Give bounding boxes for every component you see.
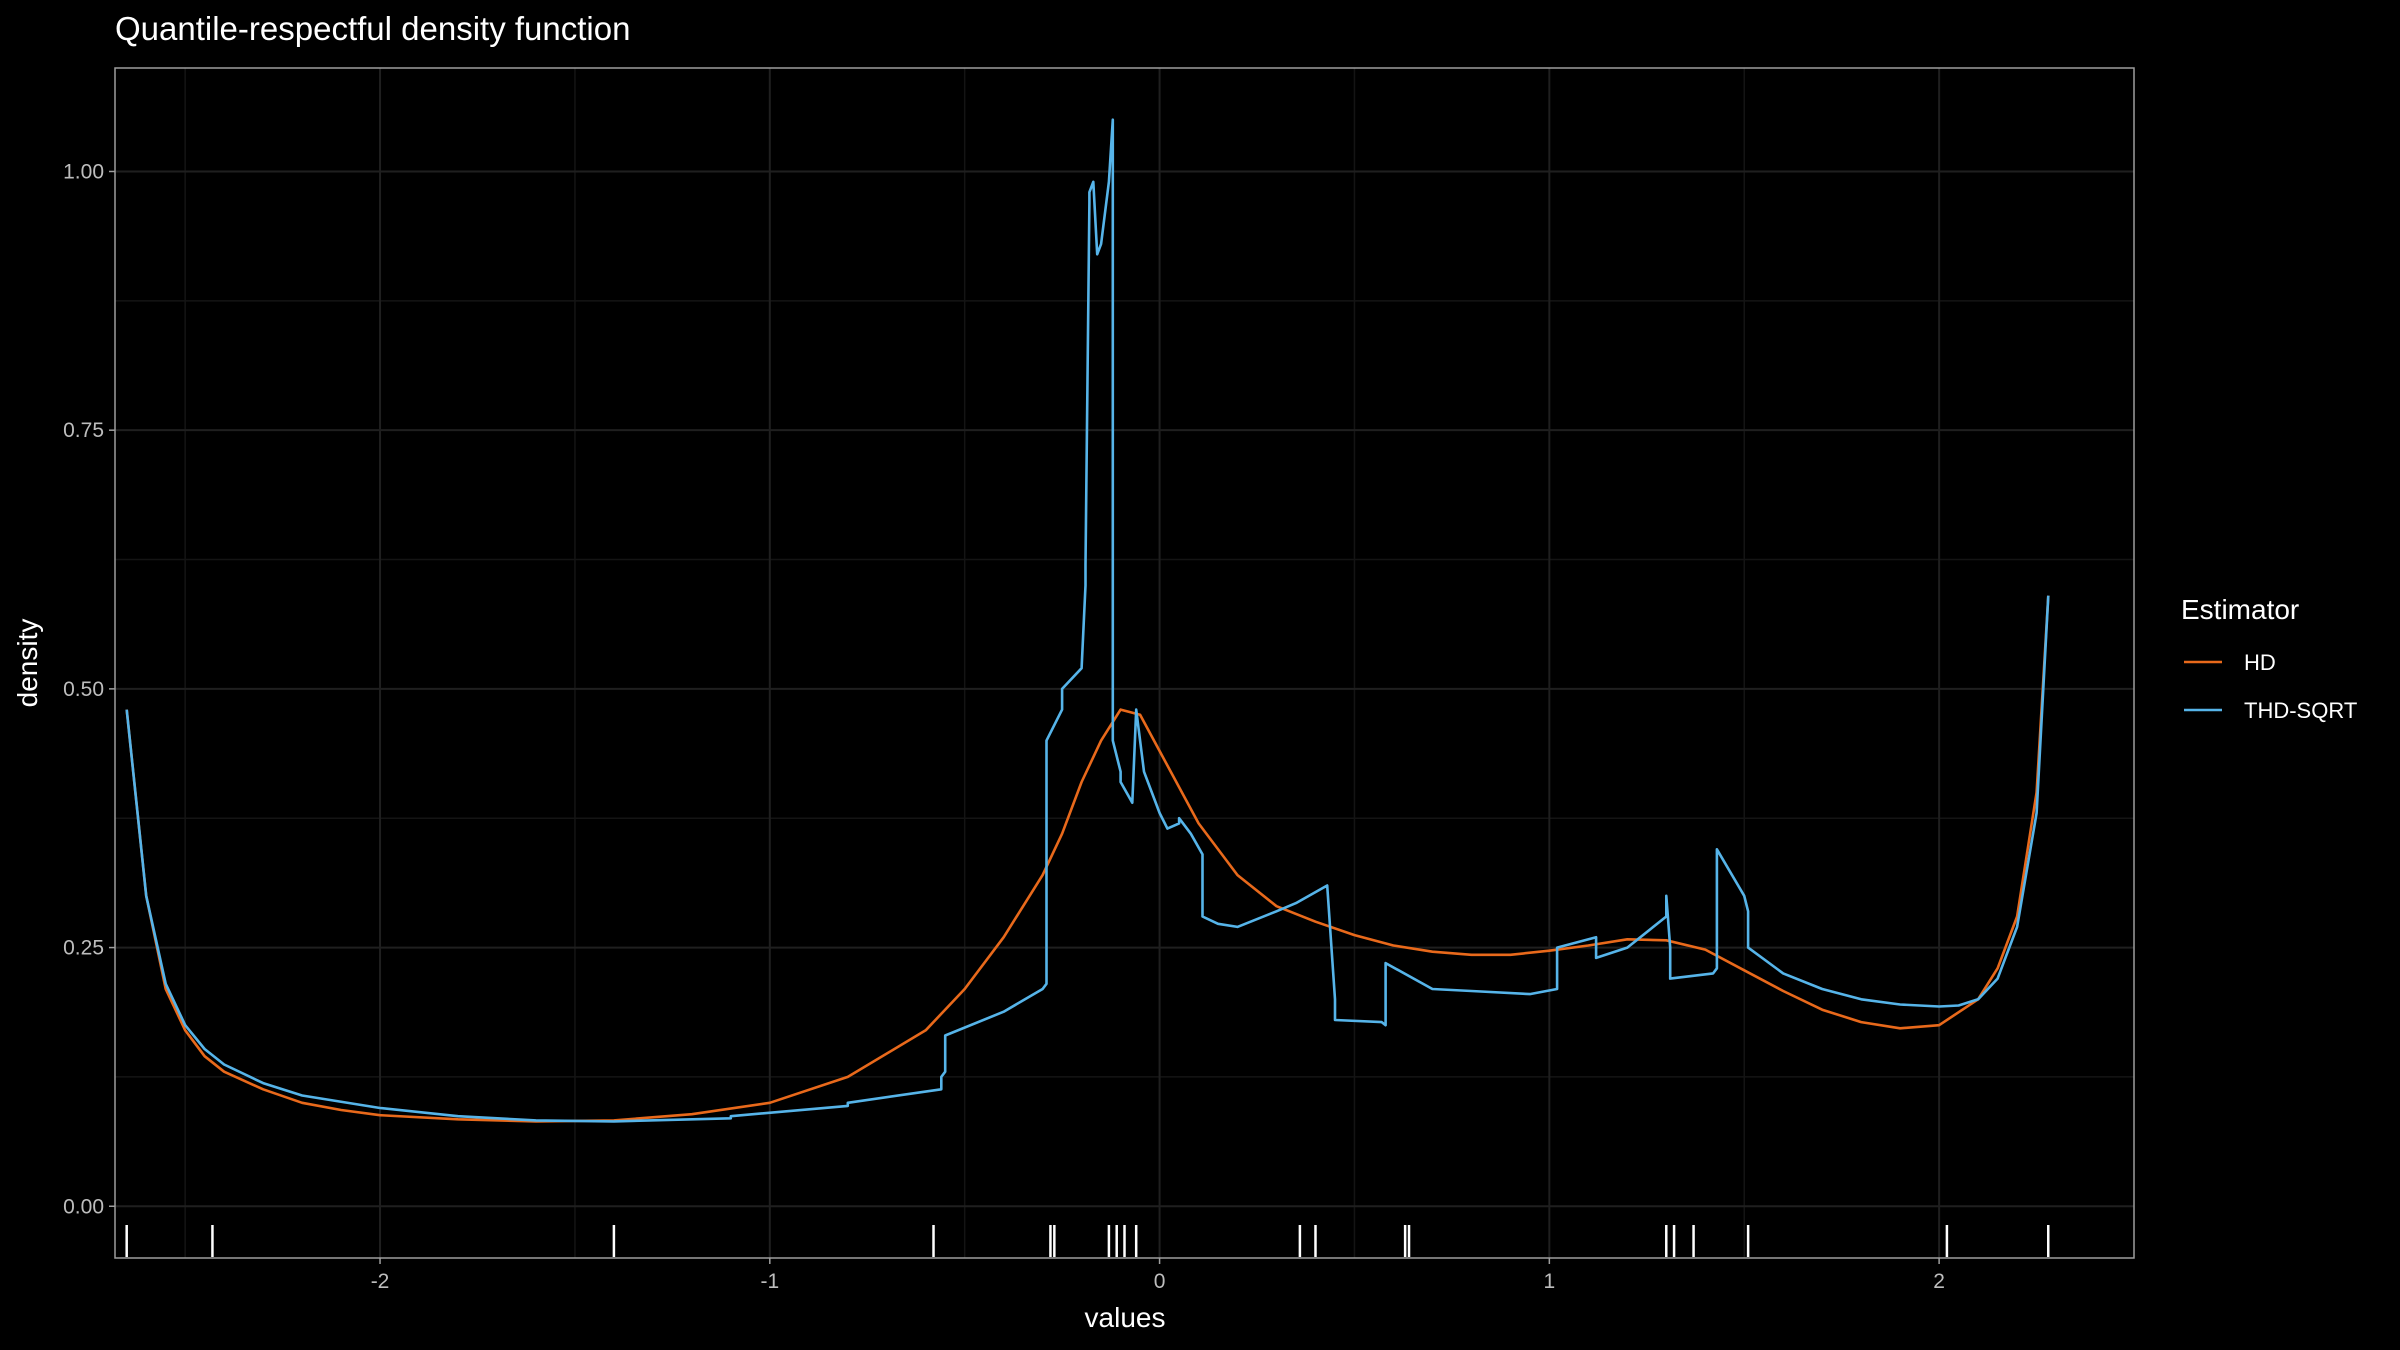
x-tick-label: 2	[1933, 1270, 1945, 1293]
y-tick-label: 0.75	[63, 419, 104, 442]
series-line-thd-sqrt	[125, 118, 2050, 1123]
x-axis: -2 -1 0 1 2	[371, 1258, 1945, 1293]
y-tick-label: 0.25	[63, 937, 104, 960]
series-layer	[125, 118, 2050, 1123]
legend-label-hd: HD	[2244, 650, 2276, 675]
y-tick-label: 0.50	[63, 678, 104, 701]
grid-major	[115, 68, 2134, 1258]
grid-minor	[115, 68, 2134, 1258]
y-tick-label: 0.00	[63, 1195, 104, 1218]
x-tick-label: -1	[760, 1270, 779, 1293]
x-axis-title: values	[1085, 1302, 1166, 1333]
chart-title: Quantile-respectful density function	[115, 10, 630, 47]
x-tick-label: -2	[371, 1270, 390, 1293]
legend-label-thd-sqrt: THD-SQRT	[2244, 698, 2357, 723]
y-tick-label: 1.00	[63, 160, 104, 183]
plot-panel	[114, 67, 2135, 1259]
x-tick-label: 1	[1544, 1270, 1556, 1293]
legend-title: Estimator	[2181, 594, 2299, 625]
series-line-hd	[125, 595, 2050, 1123]
x-tick-label: 0	[1154, 1270, 1166, 1293]
y-axis: 0.00 0.25 0.50 0.75 1.00	[63, 160, 115, 1218]
rug-layer	[125, 1225, 2050, 1257]
legend: Estimator HD THD-SQRT	[2181, 594, 2357, 723]
panel-border	[114, 67, 2135, 1259]
y-axis-title: density	[12, 619, 43, 708]
